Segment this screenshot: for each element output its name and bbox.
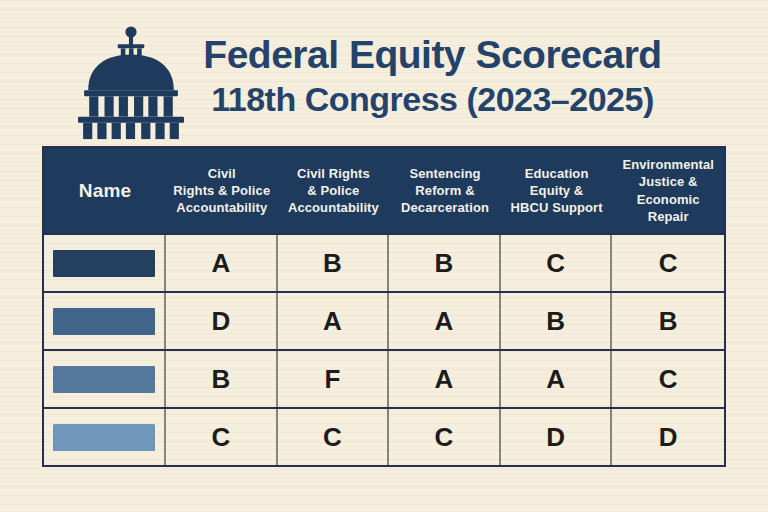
grade-cell: A bbox=[501, 351, 613, 407]
grade-cell: D bbox=[501, 409, 613, 465]
grade-cell: C bbox=[612, 351, 724, 407]
masthead: Federal Equity Scorecard 118th Congress … bbox=[0, 0, 768, 145]
grade-cell: A bbox=[389, 293, 501, 349]
grade-cell: A bbox=[166, 235, 278, 291]
grade-cell: C bbox=[501, 235, 613, 291]
name-cell bbox=[44, 351, 166, 407]
table-header-row: Name Civil Rights & Police Accountabilit… bbox=[44, 148, 724, 233]
scorecard-table: Name Civil Rights & Police Accountabilit… bbox=[42, 146, 726, 467]
grade-cell: D bbox=[612, 409, 724, 465]
name-cell bbox=[44, 409, 166, 465]
grade-cell: F bbox=[278, 351, 390, 407]
grade-cell: B bbox=[612, 293, 724, 349]
grade-cell: C bbox=[166, 409, 278, 465]
grade-cell: A bbox=[389, 351, 501, 407]
redacted-name-bar bbox=[53, 424, 155, 451]
redacted-name-bar bbox=[53, 250, 155, 277]
name-cell bbox=[44, 293, 166, 349]
column-header-civil-rights-police-accountability-2: Civil Rights & Police Accountability bbox=[278, 148, 390, 233]
grade-cell: C bbox=[612, 235, 724, 291]
redacted-name-bar bbox=[53, 366, 155, 393]
column-header-education-equity: Education Equity & HBCU Support bbox=[501, 148, 613, 233]
table-row: B F A A C bbox=[44, 349, 724, 407]
scorecard-page: Federal Equity Scorecard 118th Congress … bbox=[0, 0, 768, 512]
table-row: A B B C C bbox=[44, 233, 724, 291]
grade-cell: B bbox=[166, 351, 278, 407]
table-row: D A A B B bbox=[44, 291, 724, 349]
grade-cell: C bbox=[278, 409, 390, 465]
name-cell bbox=[44, 235, 166, 291]
redacted-name-bar bbox=[53, 308, 155, 335]
table-row: C C C D D bbox=[44, 407, 724, 465]
grade-cell: B bbox=[501, 293, 613, 349]
title-block: Federal Equity Scorecard 118th Congress … bbox=[110, 34, 755, 118]
column-header-name: Name bbox=[44, 148, 166, 233]
grade-cell: A bbox=[278, 293, 390, 349]
column-header-environmental-justice: Environmental Justice & Economic Repair bbox=[612, 148, 724, 233]
grade-cell: B bbox=[389, 235, 501, 291]
page-title: Federal Equity Scorecard bbox=[110, 34, 755, 77]
grade-cell: B bbox=[278, 235, 390, 291]
column-header-sentencing-reform: Sentencing Reform & Decarceration bbox=[389, 148, 501, 233]
column-header-civil-rights-police-accountability-1: Civil Rights & Police Accountability bbox=[166, 148, 278, 233]
grade-cell: D bbox=[166, 293, 278, 349]
page-subtitle: 118th Congress (2023–2025) bbox=[110, 81, 755, 118]
grade-cell: C bbox=[389, 409, 501, 465]
